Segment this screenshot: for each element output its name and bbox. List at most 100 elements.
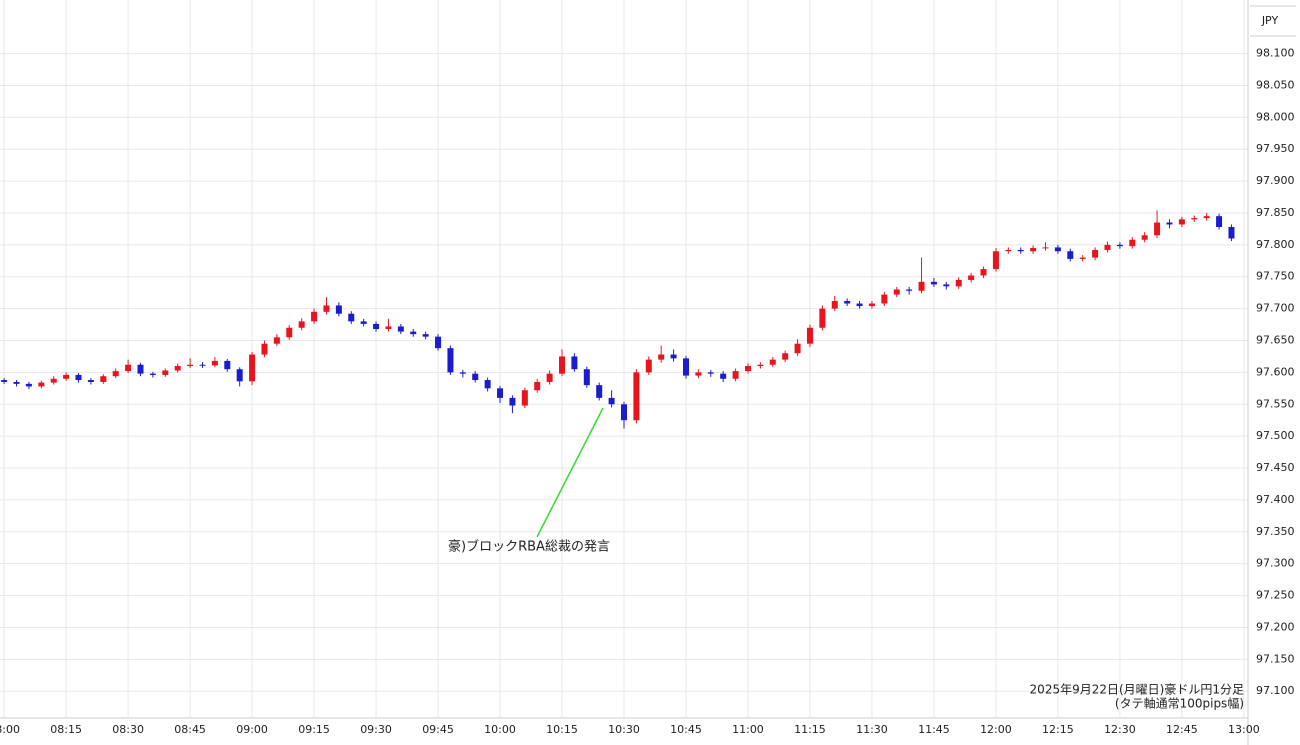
candle-body	[608, 397, 615, 405]
candle-body	[571, 356, 578, 370]
x-tick-label: 08:45	[174, 723, 206, 736]
candle-body	[1079, 257, 1086, 259]
candle	[1203, 212, 1210, 221]
candle	[732, 368, 739, 382]
candle	[1030, 245, 1037, 254]
candle	[112, 368, 119, 379]
candle	[137, 362, 144, 377]
x-tick-label: 12:30	[1104, 723, 1136, 736]
candle-body	[422, 334, 429, 337]
candle-body	[670, 354, 677, 359]
candle-body	[162, 370, 169, 375]
candle	[1054, 244, 1061, 254]
candle-body	[261, 343, 268, 355]
candle-body	[757, 364, 764, 367]
candle-body	[509, 397, 516, 406]
candle-body	[744, 366, 751, 372]
candle-body	[645, 359, 652, 373]
x-tick-label: 10:00	[484, 723, 516, 736]
candle-body	[1042, 247, 1049, 249]
candle-body	[943, 284, 950, 287]
candle	[447, 345, 454, 375]
candle	[844, 298, 851, 307]
x-tick-label: 10:45	[670, 723, 702, 736]
candle-body	[819, 308, 826, 328]
candle	[769, 357, 776, 368]
candle	[645, 356, 652, 375]
candle-body	[211, 360, 218, 366]
candle-body	[199, 364, 206, 366]
candle	[794, 339, 801, 356]
candle	[583, 366, 590, 388]
candle	[782, 350, 789, 363]
candle	[422, 331, 429, 340]
candle	[410, 329, 417, 337]
candle	[980, 266, 987, 279]
candle-body	[397, 326, 404, 332]
candle-body	[1141, 235, 1148, 240]
candle-body	[769, 359, 776, 365]
candle-body	[868, 303, 875, 307]
candle-body	[174, 366, 181, 371]
candle	[992, 248, 999, 272]
candle-body	[472, 373, 479, 381]
candle	[670, 349, 677, 362]
candle-body	[918, 281, 925, 291]
candle	[509, 395, 516, 414]
candle-body	[311, 311, 318, 322]
x-tick-label: 10:15	[546, 723, 578, 736]
x-tick-label: 11:00	[732, 723, 764, 736]
candle	[211, 357, 218, 368]
candle	[546, 370, 553, 385]
candle	[1104, 241, 1111, 253]
candle-body	[658, 354, 665, 360]
candle	[1178, 216, 1185, 228]
x-tick-label: 08:15	[50, 723, 82, 736]
candle-body	[546, 373, 553, 382]
candle	[397, 323, 404, 335]
candle	[1, 378, 8, 384]
x-tick-label: 12:00	[980, 723, 1012, 736]
candle	[385, 318, 392, 332]
candle	[1079, 255, 1086, 262]
candle-body	[583, 369, 590, 386]
candle-body	[559, 356, 566, 374]
candle-body	[980, 269, 987, 276]
y-tick-label: 97.400	[1256, 493, 1295, 506]
candle	[571, 353, 578, 372]
candle-body	[224, 360, 231, 370]
candle-body	[497, 388, 504, 398]
candle	[1116, 242, 1123, 249]
candle	[757, 362, 764, 369]
candle	[695, 369, 702, 379]
candle-body	[621, 404, 627, 421]
candle-body	[1154, 222, 1161, 236]
candle	[682, 355, 689, 379]
candle	[373, 321, 380, 332]
candle-body	[1191, 218, 1198, 220]
x-tick-label: 11:30	[856, 723, 888, 736]
candle	[1191, 215, 1198, 222]
y-axis: 97.100 97.150 97.200 97.250 97.300 97.350 97.4…	[1256, 47, 1295, 698]
y-tick-label: 97.250	[1256, 589, 1295, 602]
candle-body	[38, 382, 45, 387]
candle	[162, 368, 169, 377]
y-tick-label: 97.750	[1256, 270, 1295, 283]
candle	[1228, 224, 1235, 242]
x-tick-label: 08:00	[0, 723, 20, 736]
candle-body	[856, 303, 863, 307]
candle	[273, 334, 280, 347]
candle-body	[992, 251, 999, 270]
candle-body	[335, 305, 342, 314]
candle-body	[521, 390, 528, 406]
candle	[1017, 247, 1024, 254]
candle-body	[794, 343, 801, 354]
annotation-line	[536, 407, 604, 538]
candle	[1042, 242, 1049, 251]
y-tick-label: 97.500	[1256, 429, 1295, 442]
y-tick-label: 97.800	[1256, 238, 1295, 251]
candle-body	[236, 369, 243, 382]
candle-body	[286, 327, 293, 338]
candle	[50, 376, 57, 385]
